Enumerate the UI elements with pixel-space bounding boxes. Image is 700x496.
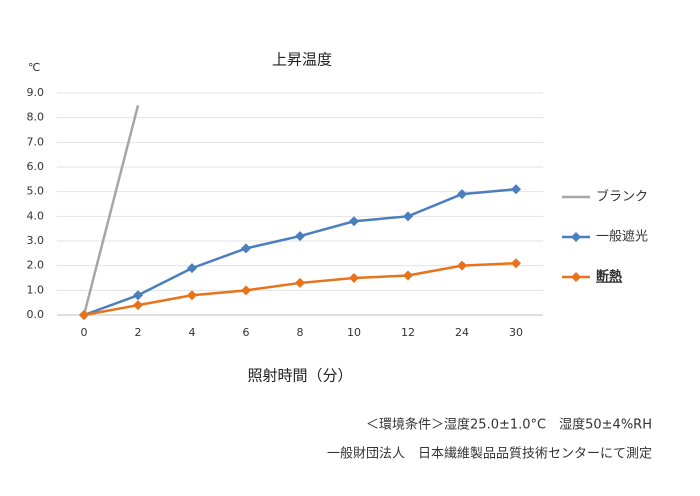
x-tick-label: 24 — [455, 326, 469, 339]
data-point — [187, 290, 197, 301]
data-point — [187, 263, 197, 274]
data-point — [457, 260, 467, 271]
x-tick-label: 0 — [81, 326, 88, 339]
data-point — [403, 270, 413, 281]
chart-title: 上昇温度 — [272, 51, 332, 69]
y-tick-label: 3.0 — [27, 234, 45, 247]
note: ＜環境条件＞湿度25.0±1.0°C 湿度50±4%RH — [366, 417, 652, 433]
legend-label: ブランク — [596, 189, 648, 205]
y-tick-label: 1.0 — [27, 283, 45, 296]
x-tick-label: 12 — [401, 326, 415, 339]
data-point — [511, 258, 521, 269]
data-point — [403, 211, 413, 222]
data-point — [133, 290, 143, 301]
legend-marker — [571, 232, 581, 242]
data-point — [133, 300, 143, 311]
data-point — [511, 184, 521, 195]
x-tick-label: 2 — [135, 326, 142, 339]
y-unit: ℃ — [28, 61, 40, 74]
data-point — [349, 273, 359, 283]
y-tick-label: 5.0 — [27, 185, 45, 198]
x-tick-label: 6 — [243, 326, 250, 339]
data-point — [295, 231, 305, 242]
data-point — [241, 243, 251, 254]
x-tick-label: 4 — [189, 326, 196, 339]
note: 一般財団法人 日本繊維製品品質技術センターにて測定 — [327, 446, 652, 462]
x-tick-label: 30 — [509, 326, 523, 339]
legend-label: 一般遮光 — [596, 229, 648, 245]
y-tick-label: 2.0 — [27, 259, 45, 272]
y-tick-label: 9.0 — [27, 86, 45, 99]
x-tick-label: 10 — [347, 326, 361, 339]
legend-label: 断熱 — [596, 269, 622, 285]
data-point — [241, 285, 251, 296]
y-tick-label: 7.0 — [27, 135, 45, 148]
data-point — [79, 310, 89, 320]
y-tick-label: 4.0 — [27, 209, 45, 222]
data-point — [457, 189, 467, 200]
y-tick-label: 6.0 — [27, 160, 45, 173]
x-axis-label: 照射時間（分） — [247, 367, 352, 385]
y-tick-label: 0.0 — [27, 308, 45, 321]
y-tick-label: 8.0 — [27, 111, 45, 124]
series-line — [83, 187, 517, 317]
legend-marker — [571, 272, 581, 282]
data-point — [295, 277, 305, 288]
x-tick-label: 8 — [297, 326, 304, 339]
series-line — [82, 105, 140, 316]
data-point — [349, 216, 359, 227]
